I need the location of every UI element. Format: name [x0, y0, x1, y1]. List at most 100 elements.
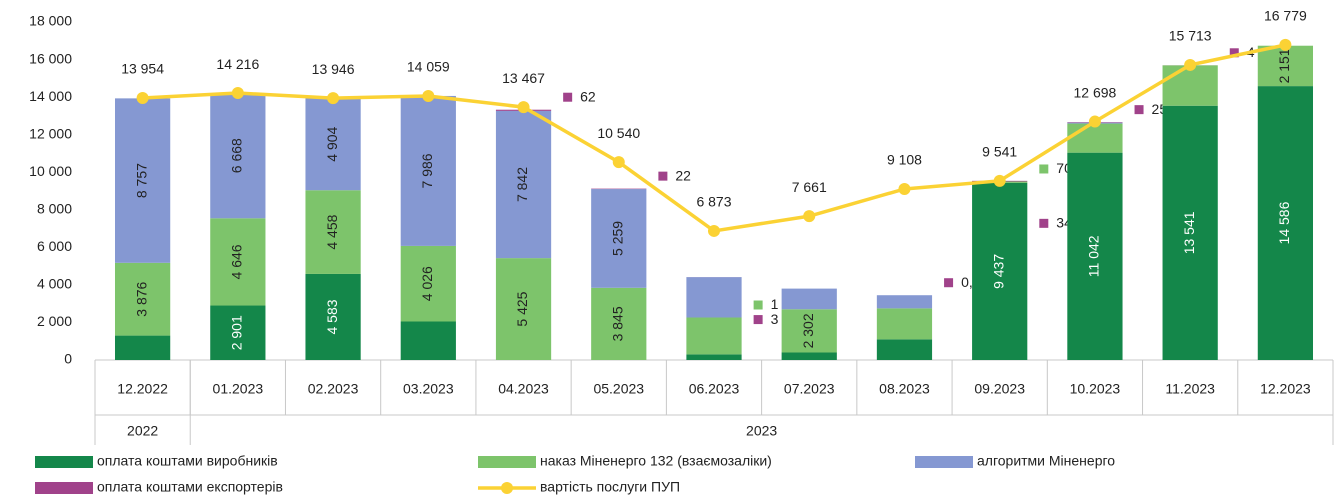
- legend-swatch: [35, 482, 93, 494]
- data-label: 2 901: [229, 315, 245, 350]
- bar-segment: [400, 95, 456, 246]
- x-tick-label: 06.2023: [689, 381, 740, 397]
- x-tick-label: 03.2023: [403, 381, 454, 397]
- bar-segment: [114, 335, 171, 360]
- y-tick-label: 8 000: [37, 200, 72, 216]
- bar-segment: [305, 273, 361, 360]
- data-label-marker: [1039, 164, 1049, 174]
- data-label: 16 779: [1264, 8, 1307, 24]
- bar-segment: [210, 305, 266, 360]
- bar-segment: [305, 98, 361, 191]
- data-label: 4 646: [229, 244, 245, 279]
- x-tick-label: 04.2023: [498, 381, 549, 397]
- line-point: [136, 91, 149, 104]
- data-label: 13 467: [502, 70, 545, 86]
- line-point: [231, 87, 244, 100]
- y-tick-label: 16 000: [29, 50, 72, 66]
- bar-segment: [781, 309, 837, 353]
- x-tick-label: 05.2023: [593, 381, 644, 397]
- data-label-marker: [944, 278, 954, 288]
- data-label: 7 842: [514, 167, 530, 202]
- data-label-marker: [658, 171, 668, 181]
- data-label: 9 108: [887, 152, 922, 168]
- bar-segment: [972, 182, 1028, 360]
- data-label: 11 042: [1086, 235, 1102, 277]
- data-label: 3 876: [133, 281, 149, 316]
- data-label: 4 583: [324, 299, 340, 334]
- data-label: 6 873: [696, 194, 731, 210]
- y-tick-label: 6 000: [37, 238, 72, 254]
- data-label: 7 986: [419, 153, 435, 188]
- bar-segment: [591, 287, 647, 360]
- bar-segment: [114, 262, 171, 336]
- bar-segment: [1162, 65, 1218, 106]
- legend-swatch: [478, 456, 536, 468]
- bar-segment: [210, 218, 266, 306]
- x-tick-label: 09.2023: [974, 381, 1025, 397]
- x-tick-label: 11.2023: [1165, 381, 1215, 397]
- bar-segment: [781, 288, 837, 310]
- bar-segment: [495, 110, 552, 259]
- data-label: 13 954: [121, 61, 164, 77]
- y-tick-label: 18 000: [29, 13, 72, 29]
- bar-segment: [305, 190, 361, 274]
- data-label-marker: [1134, 105, 1144, 115]
- line-point: [517, 101, 530, 114]
- data-label: 4 458: [324, 214, 340, 249]
- bar-segment: [686, 277, 742, 318]
- bar-segment: [876, 295, 933, 309]
- data-label: 4 026: [419, 266, 435, 301]
- data-label: 62: [580, 88, 596, 104]
- line-point: [422, 90, 435, 103]
- y-tick-label: 0: [64, 351, 72, 367]
- line-point: [1088, 115, 1101, 128]
- x-tick-label: 10.2023: [1070, 381, 1121, 397]
- data-label: 9 437: [990, 254, 1006, 289]
- bar-segment: [1067, 123, 1123, 153]
- bar-segment: [591, 189, 647, 288]
- y-tick-label: 2 000: [37, 313, 72, 329]
- y-tick-label: 14 000: [29, 88, 72, 104]
- data-label: 4 904: [324, 126, 340, 161]
- data-label-marker: [1039, 218, 1049, 228]
- data-label: 13 946: [312, 61, 355, 77]
- x-tick-label: 08.2023: [879, 381, 930, 397]
- y-tick-label: 12 000: [29, 125, 72, 141]
- data-label: 14 586: [1276, 201, 1292, 244]
- x-tick-label: 02.2023: [308, 381, 359, 397]
- line-point: [327, 92, 340, 105]
- legend-swatch: [35, 456, 93, 468]
- x-tick-label: 12.2023: [1260, 381, 1311, 397]
- line-point: [803, 210, 816, 223]
- bar-segment: [400, 245, 456, 322]
- data-label: 5 259: [609, 221, 625, 256]
- data-label-marker: [1229, 48, 1239, 58]
- y-tick-label: 10 000: [29, 163, 72, 179]
- bar-segment: [1257, 45, 1314, 87]
- legend-swatch: [915, 456, 973, 468]
- bar-segment: [686, 354, 742, 360]
- line-point: [708, 224, 720, 237]
- data-label: 3 845: [609, 306, 625, 341]
- data-label: 10 540: [597, 125, 640, 141]
- bar-segment: [114, 98, 171, 263]
- line-point: [1279, 38, 1292, 51]
- bar-segment: [876, 308, 933, 340]
- x-tick-label: 12.2022: [117, 381, 168, 397]
- bar-segment: [400, 321, 456, 360]
- bar-segment: [495, 258, 552, 360]
- data-label: 2 302: [800, 313, 816, 348]
- legend-label: вартість послуги ПУП: [540, 479, 680, 495]
- data-label: 9 541: [982, 144, 1017, 160]
- data-label: 12 698: [1074, 84, 1117, 100]
- bar-segment: [876, 339, 933, 360]
- legend-label: оплата коштами виробників: [97, 453, 278, 469]
- legend-label: наказ Міненерго 132 (взаємозаліки): [540, 453, 772, 469]
- data-label: 14 059: [407, 59, 450, 75]
- legend-label: оплата коштами експортерів: [97, 479, 283, 495]
- y-tick-label: 4 000: [37, 276, 72, 292]
- bar-segment: [1257, 86, 1314, 360]
- data-label: 7 661: [792, 179, 827, 195]
- group-label: 2022: [127, 423, 158, 439]
